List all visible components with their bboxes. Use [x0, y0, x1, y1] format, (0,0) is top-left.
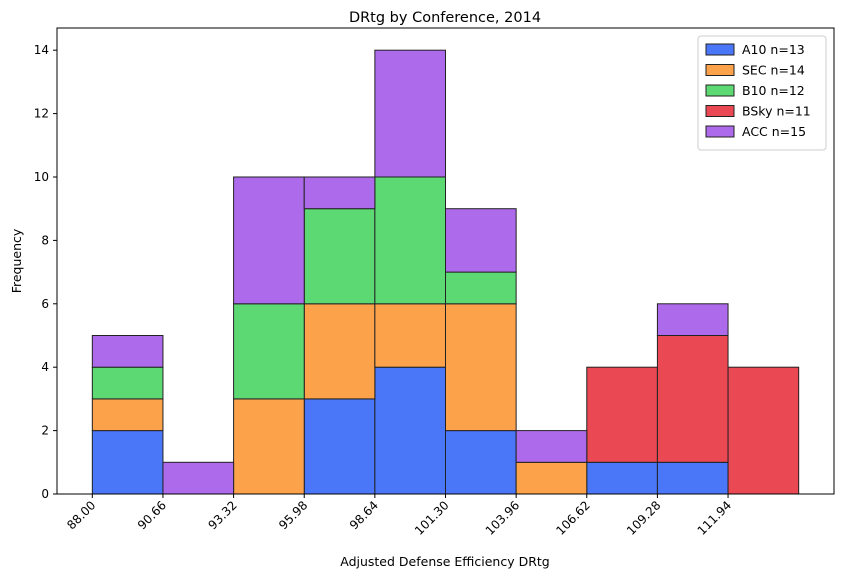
y-tick-label: 2 — [41, 424, 49, 438]
bar — [303, 398, 376, 495]
bar — [91, 366, 164, 400]
bar — [162, 461, 235, 495]
bar — [91, 398, 164, 432]
y-tick-label: 4 — [41, 360, 49, 374]
bar — [303, 208, 376, 305]
bar — [727, 366, 800, 495]
x-tick-label: 109.28 — [624, 498, 664, 538]
y-tick-label: 14 — [34, 43, 49, 57]
bar — [374, 49, 447, 178]
x-tick-label: 95.98 — [276, 498, 310, 532]
bar — [303, 303, 376, 400]
bar — [586, 366, 658, 463]
bars-layer — [91, 49, 800, 495]
x-tick-label: 106.62 — [553, 498, 593, 538]
y-tick-label: 12 — [34, 107, 49, 121]
bar — [303, 176, 376, 210]
x-axis: 88.00 90.66 93.32 95.98 98.64 101.30 103.96 106… — [64, 494, 734, 538]
bar — [515, 461, 588, 495]
bar — [233, 176, 305, 305]
bar — [445, 303, 517, 432]
x-tick-label: 98.64 — [347, 498, 381, 532]
y-axis: 0 2 4 6 8 10 12 14 — [34, 43, 57, 501]
y-tick-label: 10 — [34, 170, 49, 184]
bar — [656, 461, 729, 495]
bar — [374, 366, 447, 495]
chart-title: DRtg by Conference, 2014 — [349, 10, 541, 26]
bar — [445, 208, 517, 273]
x-tick-label: 90.66 — [135, 498, 169, 532]
bar — [445, 271, 517, 305]
bar — [515, 430, 588, 463]
legend-label: BSky n=11 — [742, 104, 811, 119]
x-tick-label: 103.96 — [483, 498, 523, 538]
legend: A10 n=13 SEC n=14 B10 n=12 BSky n=11 ACC n=1… — [697, 35, 827, 151]
y-axis-title: Frequency — [9, 228, 24, 293]
bar — [445, 430, 517, 495]
bar — [233, 398, 305, 495]
legend-swatch — [705, 105, 735, 117]
legend-swatch — [705, 125, 735, 138]
bar — [91, 430, 164, 495]
legend-label: B10 n=12 — [742, 83, 805, 98]
y-tick-label: 8 — [41, 233, 49, 247]
x-axis-title: Adjusted Defense Efficiency DRtg — [340, 554, 550, 569]
legend-swatch — [705, 43, 735, 56]
bar — [374, 176, 447, 305]
series-bsky — [586, 334, 800, 495]
legend-label: A10 n=13 — [742, 42, 805, 57]
legend-label: ACC n=15 — [742, 124, 806, 139]
series-acc — [91, 49, 729, 495]
legend-swatch — [705, 64, 735, 76]
series-sec — [91, 303, 588, 495]
bar — [656, 334, 729, 463]
y-tick-label: 6 — [41, 297, 49, 311]
x-tick-label: 93.32 — [206, 498, 240, 532]
legend-label: SEC n=14 — [742, 63, 805, 78]
bar — [233, 303, 305, 400]
x-tick-label: 88.00 — [64, 498, 98, 532]
legend-swatch — [705, 84, 735, 97]
bar — [374, 303, 447, 368]
x-tick-label: 101.30 — [412, 498, 452, 538]
bar — [656, 303, 729, 336]
bar — [586, 461, 658, 495]
x-tick-label: 111.94 — [695, 498, 735, 538]
y-tick-label: 0 — [41, 487, 49, 501]
bar — [91, 334, 164, 368]
